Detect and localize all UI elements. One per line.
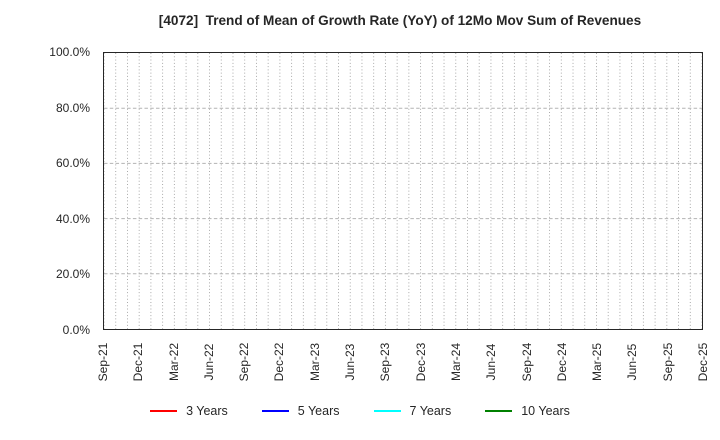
legend-label: 5 Years (297, 404, 340, 418)
x-tick-label: Mar-25 (590, 342, 605, 382)
y-tick-label: 100.0% (49, 45, 90, 59)
chart-title: [4072] Trend of Mean of Growth Rate (YoY… (158, 13, 642, 28)
x-tick-label: Sep-24 (519, 342, 534, 382)
x-tick-label: Mar-23 (307, 342, 322, 382)
x-tick-label: Sep-22 (237, 342, 252, 382)
y-tick-label: 0.0% (62, 323, 90, 337)
legend-item: 7 Years (373, 404, 452, 418)
legend-label: 3 Years (186, 404, 228, 418)
y-tick-label: 20.0% (55, 267, 90, 282)
x-tick-label: Jun-23 (343, 343, 358, 381)
grid-lines (104, 53, 702, 329)
x-tick-label: Dec-23 (413, 342, 428, 382)
legend-line-swatch (261, 410, 289, 412)
legend: 3 Years 5 Years 7 Years 10 Years (0, 404, 720, 418)
x-tick-label: Jun-22 (201, 343, 216, 381)
y-tick-label: 80.0% (55, 100, 90, 115)
x-tick-label: Sep-23 (378, 342, 393, 382)
x-tick-label: Jun-25 (625, 343, 640, 381)
x-tick-label: Sep-25 (660, 342, 675, 382)
x-tick-label: Mar-22 (166, 342, 181, 382)
legend-line-swatch (373, 410, 401, 412)
plot-area (103, 52, 703, 330)
y-tick-label: 40.0% (55, 211, 90, 226)
x-tick-label: Dec-24 (554, 342, 569, 382)
x-tick-label: Jun-24 (484, 343, 499, 381)
legend-label: 7 Years (409, 404, 452, 418)
legend-line-swatch (485, 410, 513, 412)
legend-label: 10 Years (521, 404, 570, 418)
x-tick-label: Dec-22 (272, 342, 287, 382)
x-tick-label: Dec-25 (696, 342, 710, 382)
x-tick-label: Mar-24 (448, 342, 463, 382)
legend-item: 3 Years (150, 404, 228, 418)
legend-item: 5 Years (261, 404, 340, 418)
legend-line-swatch (150, 410, 178, 412)
x-tick-label: Sep-21 (96, 342, 110, 382)
legend-item: 10 Years (485, 404, 570, 418)
y-tick-label: 60.0% (55, 156, 90, 171)
x-tick-label: Dec-21 (131, 342, 146, 382)
